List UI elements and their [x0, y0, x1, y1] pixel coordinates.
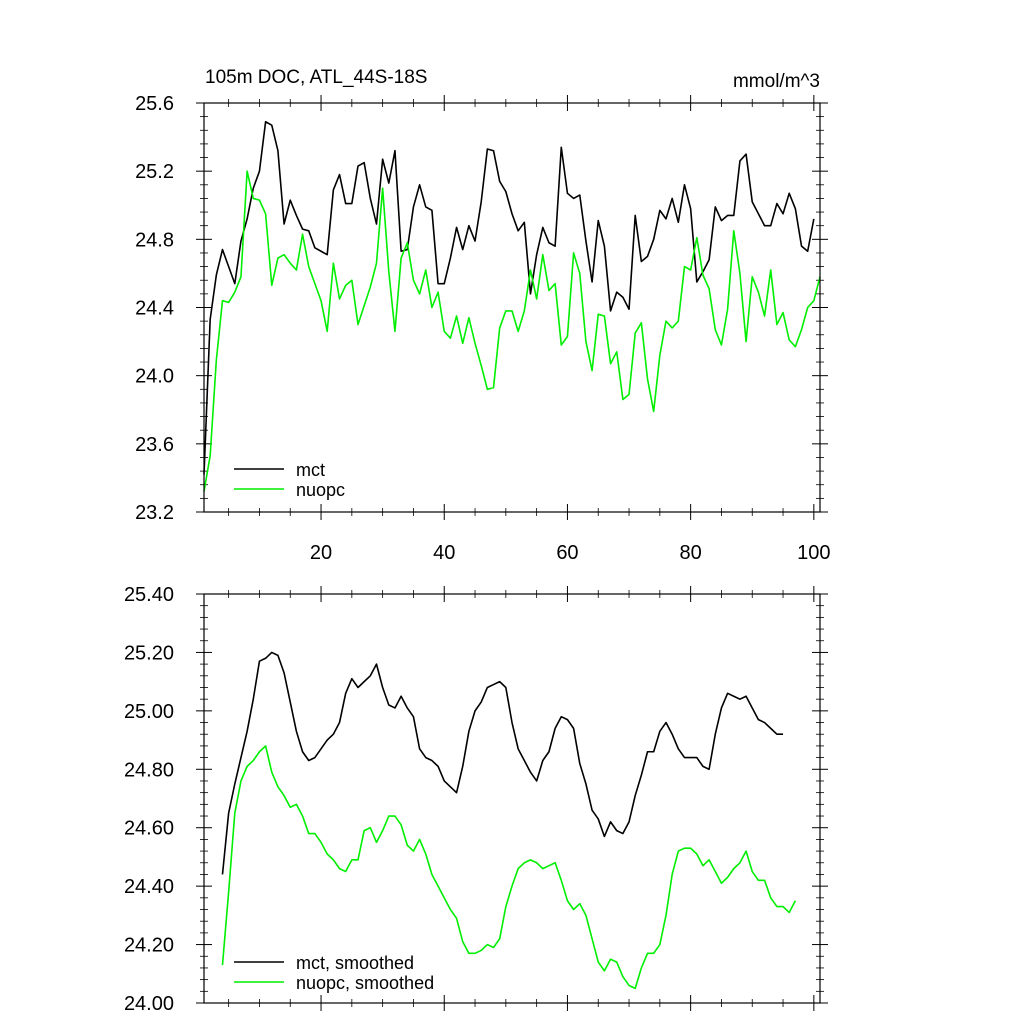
- top-ytick-label: 23.2: [135, 502, 174, 524]
- bottom-series-mct-smoothed: [221, 651, 784, 875]
- top-xtick-label: 100: [797, 542, 830, 564]
- bottom-ytick-label: 25.40: [124, 584, 174, 606]
- bottom-series-nuopc-smoothed: [221, 745, 797, 990]
- bottom-tick-labels: 24.00 24.20 24.40 24.60 24.80 25.00 25.20 25.40: [124, 584, 174, 1015]
- legend-label-mct-smoothed: mct, smoothed: [296, 953, 414, 973]
- top-ytick-label: 24.4: [135, 298, 174, 320]
- chart-title: 105m DOC, ATL_44S-18S: [205, 67, 427, 88]
- top-legend: mct nuopc: [234, 460, 345, 500]
- bottom-panel: 24.00 24.20 24.40 24.60 24.80 25.00 25.20 25.40…: [124, 584, 828, 1015]
- top-xtick-label: 60: [556, 542, 578, 564]
- bottom-ytick-label: 25.00: [124, 701, 174, 723]
- bottom-ytick-label: 24.00: [124, 993, 174, 1015]
- bottom-series-lines: [221, 651, 797, 990]
- top-panel: 105m DOC, ATL_44S-18S mmol/m^3 23.223.62…: [135, 67, 830, 564]
- top-xtick-label: 80: [680, 542, 702, 564]
- legend-label-nuopc-smoothed: nuopc, smoothed: [296, 973, 434, 993]
- top-ytick-label: 24.8: [135, 229, 174, 251]
- bottom-legend: mct, smoothed nuopc, smoothed: [234, 953, 434, 993]
- bottom-ytick-label: 25.20: [124, 642, 174, 664]
- top-ytick-label: 25.6: [135, 93, 174, 115]
- top-plot-frame: [203, 102, 821, 513]
- top-xtick-label: 40: [433, 542, 455, 564]
- top-series-nuopc: [203, 170, 821, 492]
- bottom-ytick-label: 24.60: [124, 818, 174, 840]
- legend-label-nuopc: nuopc: [296, 480, 345, 500]
- top-axes-ticks: [196, 95, 828, 520]
- top-tick-labels: 23.2 23.6 24.0 24.4 24.8 25.2 25.6 20 40 60 80 100: [135, 93, 830, 564]
- top-series-lines: [203, 120, 821, 492]
- top-ytick-label: 24.0: [135, 366, 174, 388]
- top-series-mct: [203, 120, 815, 475]
- top-ytick-label: 25.2: [135, 161, 174, 183]
- bottom-ytick-label: 24.40: [124, 876, 174, 898]
- bottom-axes-ticks: [196, 586, 828, 1011]
- units-label: mmol/m^3: [733, 71, 820, 92]
- top-ytick-label: 23.6: [135, 434, 174, 456]
- bottom-ytick-label: 24.80: [124, 759, 174, 781]
- legend-label-mct: mct: [296, 460, 325, 480]
- top-xtick-label: 20: [310, 542, 332, 564]
- bottom-plot-frame: [203, 593, 821, 1004]
- bottom-ytick-label: 24.20: [124, 935, 174, 957]
